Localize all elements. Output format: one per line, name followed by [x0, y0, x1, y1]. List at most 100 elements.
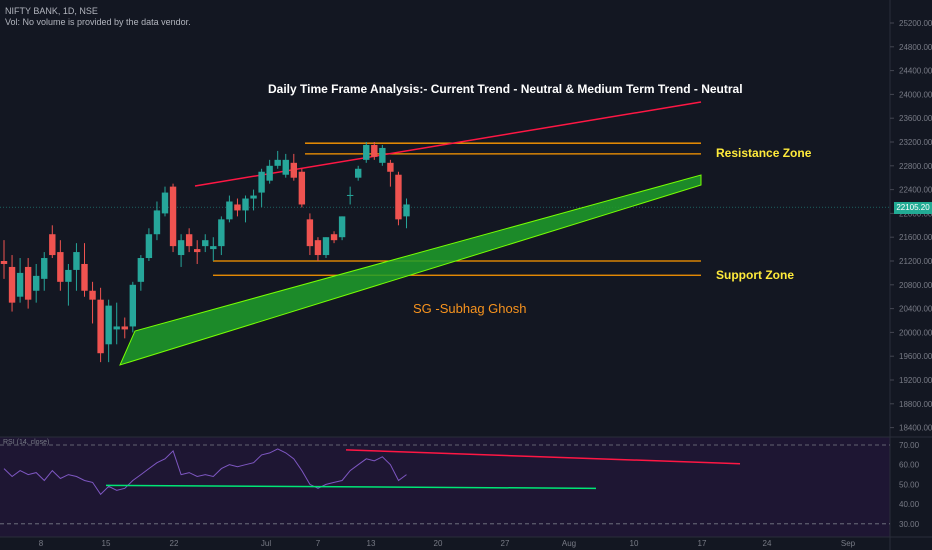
candle[interactable] — [0, 261, 8, 264]
price-axis-tick: 18400.00 — [899, 424, 932, 433]
candle[interactable] — [218, 219, 225, 247]
price-axis-tick: 18800.00 — [899, 400, 932, 409]
candle[interactable] — [24, 266, 32, 300]
resistance-zone-label: Resistance Zone — [716, 146, 812, 160]
rsi-axis-tick: 50.00 — [899, 480, 920, 489]
time-axis-tick: 22 — [170, 539, 179, 548]
time-axis-tick: 10 — [630, 539, 639, 548]
candle[interactable] — [250, 195, 257, 199]
candle[interactable] — [363, 144, 370, 160]
candle[interactable] — [33, 275, 40, 291]
time-axis-tick: 15 — [102, 539, 111, 548]
candle[interactable] — [105, 305, 112, 345]
candle[interactable] — [258, 171, 265, 193]
candle[interactable] — [185, 234, 193, 247]
candle[interactable] — [210, 246, 217, 250]
candle[interactable] — [129, 284, 136, 327]
time-axis-tick: 8 — [39, 539, 44, 548]
rsi-label: RSI (14, close) — [3, 439, 50, 446]
candle[interactable] — [274, 159, 281, 166]
candle[interactable] — [282, 159, 289, 175]
price-axis-tick: 21600.00 — [899, 233, 932, 242]
candle[interactable] — [49, 234, 56, 256]
rising-channel[interactable] — [119, 174, 702, 366]
analysis-title: Daily Time Frame Analysis:- Current Tren… — [268, 82, 743, 96]
symbol-label: NIFTY BANK, 1D, NSE — [5, 6, 98, 16]
candle[interactable] — [137, 258, 145, 282]
rsi-lower-trendline[interactable] — [105, 484, 597, 490]
price-axis-tick: 23600.00 — [899, 114, 932, 123]
candle[interactable] — [8, 266, 16, 303]
candle[interactable] — [306, 219, 314, 247]
candle[interactable] — [234, 204, 241, 211]
candle[interactable] — [113, 326, 120, 330]
rsi-axis-tick: 40.00 — [899, 500, 920, 509]
rsi-axis-tick: 30.00 — [899, 520, 920, 529]
rsi-axis-tick: 70.00 — [899, 441, 920, 450]
price-axis-tick: 19200.00 — [899, 376, 932, 385]
candle[interactable] — [395, 174, 402, 220]
rsi-upper-trendline[interactable] — [345, 449, 741, 465]
time-axis-tick: Jul — [261, 539, 271, 548]
candle[interactable] — [161, 192, 169, 214]
candle[interactable] — [97, 299, 104, 354]
candle[interactable] — [371, 144, 378, 157]
candle[interactable] — [290, 162, 297, 178]
volume-note: Vol: No volume is provided by the data v… — [5, 17, 191, 27]
rsi-axis-tick: 60.00 — [899, 461, 920, 470]
candle[interactable] — [41, 258, 48, 279]
candle[interactable] — [16, 272, 24, 297]
candle[interactable] — [322, 237, 330, 256]
price-axis-tick: 22800.00 — [899, 162, 932, 171]
candle[interactable] — [379, 147, 386, 163]
candle[interactable] — [298, 171, 306, 205]
price-axis-tick: 21200.00 — [899, 257, 932, 266]
candle[interactable] — [355, 168, 362, 178]
price-axis-tick: 20800.00 — [899, 281, 932, 290]
price-axis-tick: 20000.00 — [899, 328, 932, 337]
candle[interactable] — [314, 240, 322, 256]
upper-trendline[interactable] — [194, 101, 702, 187]
price-axis-tick: 19600.00 — [899, 352, 932, 361]
candle[interactable] — [403, 204, 410, 217]
price-axis-tick: 22400.00 — [899, 186, 932, 195]
candle[interactable] — [153, 210, 161, 235]
support-zone-label: Support Zone — [716, 268, 794, 282]
candle[interactable] — [194, 249, 201, 253]
price-axis-tick: 20400.00 — [899, 305, 932, 314]
candle[interactable] — [65, 269, 72, 282]
time-axis-tick: 27 — [501, 539, 510, 548]
candle[interactable] — [226, 201, 233, 220]
candle[interactable] — [81, 263, 88, 291]
time-axis-tick: 7 — [316, 539, 321, 548]
price-axis-tick: 24000.00 — [899, 90, 932, 99]
time-axis-tick: Sep — [841, 539, 856, 548]
price-axis-tick: 24400.00 — [899, 67, 932, 76]
last-price-tag: 22105.20 — [894, 202, 932, 214]
candle[interactable] — [89, 290, 96, 300]
candle[interactable] — [338, 216, 346, 238]
price-axis-tick: 23200.00 — [899, 138, 932, 147]
candle[interactable] — [266, 165, 273, 181]
time-axis-tick: 20 — [434, 539, 443, 548]
time-axis-tick: 17 — [698, 539, 707, 548]
candle[interactable] — [202, 240, 209, 247]
candle[interactable] — [169, 186, 177, 247]
price-axis-tick: 25200.00 — [899, 19, 932, 28]
price-axis-tick: 24800.00 — [899, 43, 932, 52]
candle[interactable] — [387, 162, 394, 172]
candle[interactable] — [346, 194, 354, 196]
candle[interactable] — [177, 240, 185, 256]
time-axis-tick: 24 — [763, 539, 772, 548]
candle[interactable] — [57, 252, 64, 282]
author-label: SG -Subhag Ghosh — [413, 301, 527, 316]
candle[interactable] — [121, 326, 128, 330]
candle[interactable] — [330, 234, 338, 241]
candle[interactable] — [73, 252, 80, 270]
candle[interactable] — [242, 198, 249, 211]
rsi-line — [3, 448, 407, 496]
time-axis-tick: Aug — [562, 539, 576, 548]
time-axis-tick: 13 — [367, 539, 376, 548]
candle[interactable] — [145, 234, 153, 259]
